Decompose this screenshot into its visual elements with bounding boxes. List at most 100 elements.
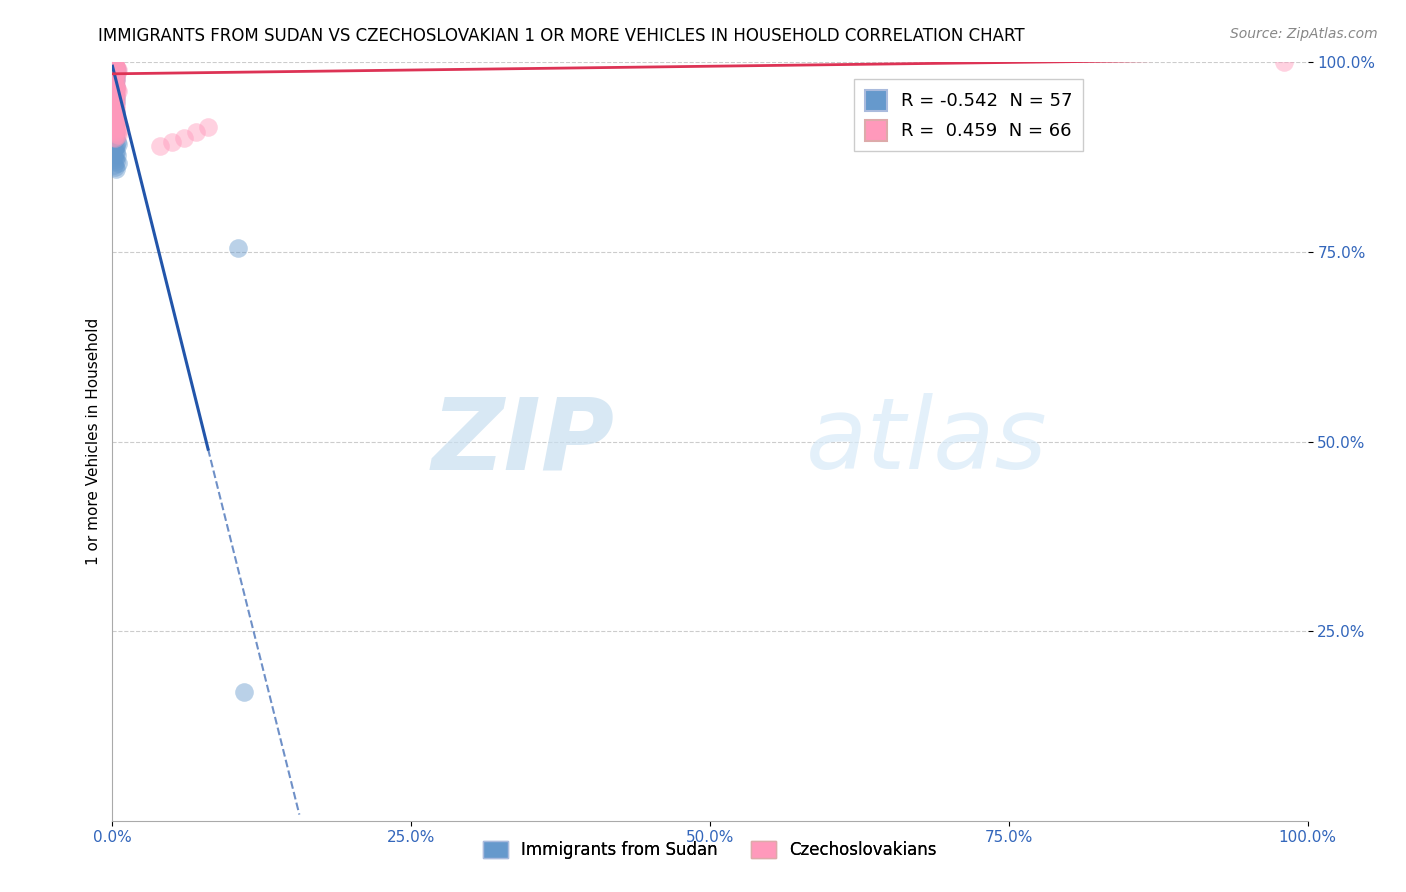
Point <box>103 101 125 115</box>
Text: IMMIGRANTS FROM SUDAN VS CZECHOSLOVAKIAN 1 OR MORE VEHICLES IN HOUSEHOLD CORRELA: IMMIGRANTS FROM SUDAN VS CZECHOSLOVAKIAN… <box>98 27 1025 45</box>
Point <box>105 60 128 74</box>
Y-axis label: 1 or more Vehicles in Household: 1 or more Vehicles in Household <box>86 318 101 566</box>
Point <box>103 158 125 172</box>
Point <box>104 131 127 145</box>
Point <box>104 103 127 117</box>
Point <box>105 116 128 130</box>
Point <box>103 62 125 76</box>
Point <box>226 241 249 255</box>
Point <box>105 67 128 81</box>
Point <box>105 64 128 78</box>
Point <box>105 62 128 76</box>
Point <box>103 86 125 100</box>
Point <box>105 145 128 159</box>
Text: atlas: atlas <box>806 393 1047 490</box>
Point <box>104 87 127 102</box>
Point <box>105 66 128 80</box>
Point <box>103 129 125 144</box>
Point <box>104 92 127 106</box>
Point <box>105 118 128 132</box>
Point <box>103 78 125 92</box>
Point <box>104 96 127 111</box>
Point <box>105 60 128 74</box>
Point <box>103 122 125 136</box>
Point <box>103 150 125 164</box>
Point <box>104 129 127 144</box>
Point <box>105 95 128 109</box>
Point <box>103 86 125 100</box>
Point <box>105 79 128 94</box>
Point <box>103 72 125 87</box>
Point <box>104 83 127 97</box>
Point <box>103 95 125 109</box>
Point <box>103 90 125 104</box>
Point <box>104 146 127 161</box>
Point <box>105 148 128 162</box>
Point <box>105 72 128 87</box>
Point <box>105 79 128 94</box>
Point <box>104 140 127 154</box>
Point <box>103 103 125 118</box>
Point <box>233 685 256 699</box>
Point <box>104 78 127 92</box>
Point <box>104 64 127 78</box>
Point <box>104 160 127 174</box>
Point <box>105 135 128 149</box>
Point <box>105 131 128 145</box>
Point <box>105 127 128 141</box>
Point <box>105 70 128 85</box>
Point <box>103 57 125 71</box>
Point <box>104 58 127 72</box>
Point <box>173 131 195 145</box>
Point <box>197 120 219 134</box>
Point <box>104 123 127 137</box>
Point <box>104 94 127 108</box>
Point <box>105 84 128 98</box>
Point <box>108 120 131 135</box>
Point <box>105 125 128 139</box>
Point <box>103 97 125 112</box>
Point <box>104 83 127 97</box>
Point <box>104 108 127 122</box>
Point <box>104 69 127 83</box>
Point <box>104 120 127 134</box>
Point <box>103 107 125 121</box>
Point <box>103 128 125 142</box>
Point <box>107 62 129 77</box>
Point <box>107 119 129 133</box>
Point <box>105 116 128 130</box>
Point <box>104 114 127 128</box>
Point <box>104 105 127 120</box>
Point <box>104 87 127 102</box>
Point <box>103 68 125 82</box>
Point <box>103 68 125 82</box>
Point <box>104 74 127 88</box>
Point <box>104 153 127 167</box>
Point <box>105 89 128 103</box>
Point <box>104 78 127 92</box>
Point <box>107 84 129 98</box>
Point <box>105 110 128 124</box>
Point <box>104 101 127 115</box>
Point <box>103 133 125 147</box>
Point <box>105 107 128 121</box>
Point <box>105 123 128 137</box>
Point <box>103 92 125 106</box>
Point <box>104 98 127 112</box>
Point <box>104 125 127 139</box>
Point <box>103 122 125 136</box>
Point <box>104 114 127 128</box>
Point <box>107 155 129 169</box>
Point <box>103 99 125 113</box>
Point <box>103 112 125 127</box>
Point <box>104 70 127 85</box>
Point <box>104 62 127 77</box>
Point <box>105 104 128 119</box>
Point <box>103 81 125 95</box>
Point <box>103 76 125 90</box>
Point <box>105 94 128 108</box>
Point <box>107 128 129 143</box>
Point <box>103 82 125 96</box>
Point <box>105 62 128 77</box>
Point <box>103 108 125 122</box>
